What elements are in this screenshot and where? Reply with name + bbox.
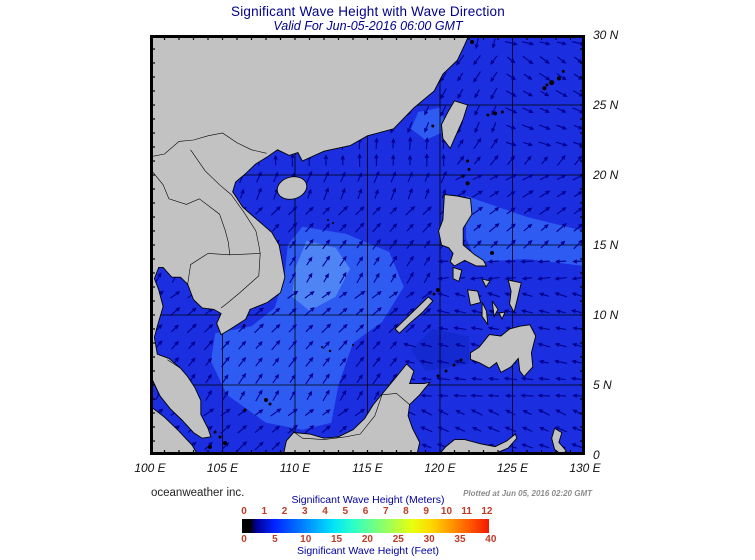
- country-borders-layer: [150, 132, 410, 440]
- feet-tick-label: 10: [300, 534, 312, 545]
- island-negros: [481, 302, 489, 326]
- island-bohol: [498, 311, 506, 321]
- island-samar-leyte: [507, 279, 522, 314]
- island-mindanao: [470, 324, 537, 378]
- lat-tick-label: 10 N: [593, 308, 619, 322]
- legend-title-meters: Significant Wave Height (Meters): [291, 494, 445, 506]
- meters-tick-label: 4: [322, 506, 328, 517]
- wave-height-colorbar: [242, 519, 489, 533]
- wave-zone-taiwan-strait: [411, 107, 448, 140]
- lon-tick-label: 110 E: [279, 461, 311, 475]
- meters-tick-label: 6: [362, 506, 369, 517]
- oceanweather-credit: oceanweather inc.: [151, 487, 245, 499]
- small-islands-layer: [208, 40, 565, 449]
- meters-tick-label: 5: [342, 506, 348, 517]
- meters-tick-label: 12: [481, 506, 493, 517]
- lon-tick-label: 115 E: [352, 461, 383, 475]
- feet-tick-label: 25: [392, 534, 404, 545]
- feet-tick-label: 5: [272, 534, 278, 545]
- feet-tick-label: 35: [454, 534, 466, 545]
- meters-tick-label: 8: [403, 506, 409, 517]
- feet-tick-label: 20: [361, 534, 373, 545]
- meters-tick-label: 10: [440, 506, 453, 517]
- lon-tick-label: 100 E: [134, 461, 166, 475]
- lon-tick-label: 130 E: [569, 461, 601, 475]
- island-panay: [467, 289, 482, 306]
- feet-tick-label: 30: [423, 534, 435, 545]
- feet-tick-label: 0: [241, 534, 247, 545]
- valid-time-subtitle: Valid For Jun-05-2016 06:00 GMT: [273, 19, 463, 33]
- meters-tick-label: 11: [461, 506, 472, 517]
- island-luzon: [438, 194, 488, 267]
- wave-zone-core-central-scs: [292, 240, 351, 311]
- lat-tick-label: 5 N: [593, 378, 612, 392]
- meters-tick-label: 0: [241, 506, 247, 517]
- island-masbate: [481, 278, 491, 288]
- island-cebu: [491, 300, 499, 318]
- lat-tick-label: 30 N: [593, 28, 619, 42]
- plotted-at-timestamp: Plotted at Jun 05, 2016 02:20 GMT: [463, 489, 592, 498]
- island-mindoro: [452, 266, 463, 283]
- meters-tick-label: 1: [261, 506, 268, 517]
- wave-height-map: [150, 35, 585, 455]
- page-title: Significant Wave Height with Wave Direct…: [231, 4, 505, 19]
- landmass-mainland-asia: [150, 35, 470, 439]
- island-hainan: [276, 176, 308, 200]
- feet-tick-label: 40: [485, 534, 497, 545]
- island-borneo: [282, 363, 432, 455]
- lon-tick-label: 125 E: [496, 461, 529, 475]
- meters-tick-label: 2: [281, 506, 288, 517]
- feet-tick-label: 15: [331, 534, 343, 545]
- island-palawan: [394, 296, 434, 334]
- legend-title-feet: Significant Wave Height (Feet): [296, 545, 439, 557]
- meters-tick-label: 9: [423, 506, 429, 517]
- meters-tick-label: 7: [382, 506, 389, 517]
- lon-tick-label: 105 E: [206, 461, 239, 475]
- lat-tick-label: 20 N: [593, 168, 619, 182]
- lat-tick-label: 15 N: [593, 238, 619, 252]
- island-sumatra: [150, 405, 199, 455]
- meters-tick-label: 3: [301, 506, 308, 517]
- lon-tick-label: 120 E: [424, 461, 456, 475]
- lat-tick-label: 0: [593, 448, 600, 462]
- map-frame-and-ticks: [150, 35, 585, 455]
- island-taiwan: [441, 100, 469, 150]
- land-layer: [150, 35, 567, 455]
- wave-zone-east-of-luzon: [466, 196, 584, 266]
- lat-tick-label: 25 N: [593, 98, 619, 112]
